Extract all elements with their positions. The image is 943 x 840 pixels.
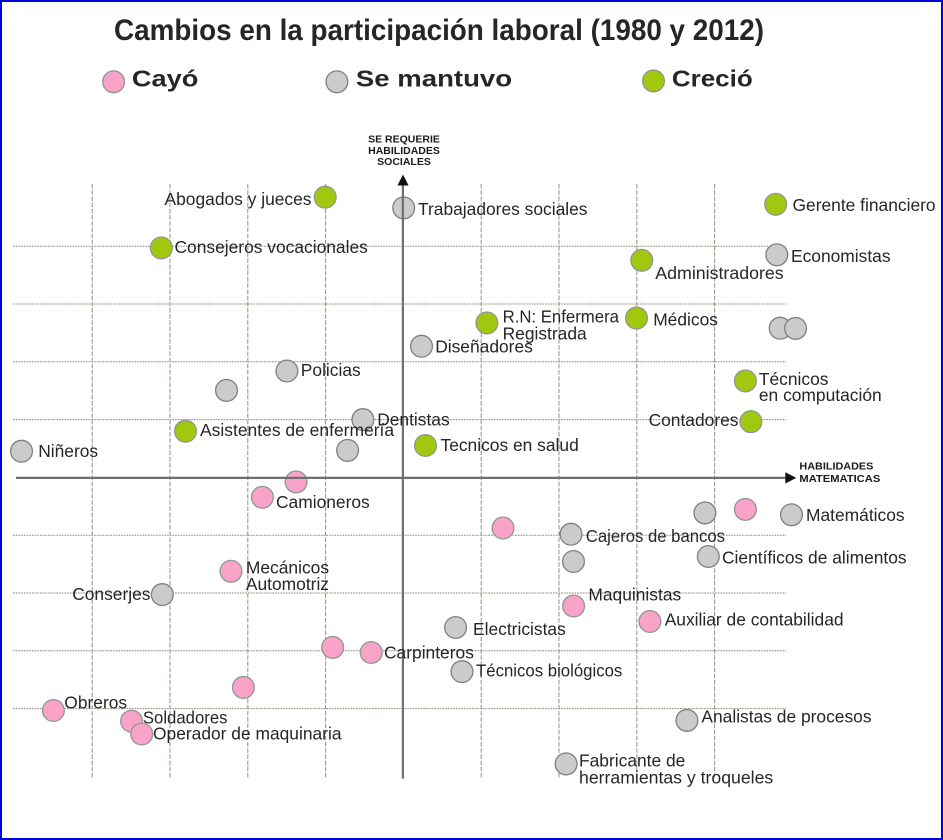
- svg-text:Gerente financiero: Gerente financiero: [793, 195, 936, 215]
- svg-text:R.N: Enfermera: R.N: Enfermera: [503, 307, 620, 327]
- svg-text:Policias: Policias: [301, 360, 361, 380]
- svg-text:Consejeros vocacionales: Consejeros vocacionales: [175, 237, 369, 257]
- svg-text:HABILIDADES: HABILIDADES: [799, 460, 873, 472]
- svg-text:Tecnicos en salud: Tecnicos en salud: [441, 435, 579, 455]
- svg-text:Maquinistas: Maquinistas: [588, 584, 681, 604]
- svg-text:Técnicos biológicos: Técnicos biológicos: [476, 661, 623, 681]
- svg-text:SOCIALES: SOCIALES: [377, 156, 431, 168]
- svg-text:SE REQUERIE: SE REQUERIE: [368, 134, 440, 146]
- svg-text:Se mantuvo: Se mantuvo: [356, 65, 512, 91]
- svg-text:Economistas: Economistas: [791, 246, 891, 266]
- svg-text:Registrada: Registrada: [503, 324, 587, 344]
- svg-text:Cambios en la participación la: Cambios en la participación laboral (198…: [114, 14, 764, 47]
- svg-text:Asistentes de enfermería: Asistentes de enfermería: [200, 420, 394, 440]
- svg-text:Automotriz: Automotriz: [246, 574, 329, 594]
- svg-text:Diseñadores: Diseñadores: [435, 336, 533, 356]
- svg-text:Trabajadores sociales: Trabajadores sociales: [418, 199, 588, 219]
- svg-text:Abogados y jueces: Abogados y jueces: [165, 189, 312, 209]
- svg-text:Médicos: Médicos: [653, 309, 718, 329]
- svg-text:en computación: en computación: [759, 385, 882, 405]
- svg-text:Fabricante de: Fabricante de: [579, 751, 685, 771]
- svg-text:Administradores: Administradores: [655, 263, 784, 283]
- svg-text:Matemáticos: Matemáticos: [806, 505, 905, 525]
- svg-text:herramientas y troqueles: herramientas y troqueles: [579, 767, 774, 787]
- svg-text:Contadores: Contadores: [649, 410, 739, 430]
- svg-text:Analistas de procesos: Analistas de procesos: [701, 706, 871, 726]
- svg-text:Electricistas: Electricistas: [473, 619, 566, 639]
- svg-text:Camioneros: Camioneros: [276, 492, 370, 512]
- svg-text:Auxiliar de contabilidad: Auxiliar de contabilidad: [665, 609, 844, 629]
- svg-text:Conserjes: Conserjes: [72, 584, 151, 604]
- svg-text:Mecánicos: Mecánicos: [246, 558, 329, 578]
- svg-text:MATEMATICAS: MATEMATICAS: [799, 473, 880, 485]
- svg-text:Soldadores: Soldadores: [143, 708, 228, 728]
- svg-text:Cayó: Cayó: [132, 65, 199, 91]
- svg-text:Científicos de alimentos: Científicos de alimentos: [722, 548, 907, 568]
- svg-text:Dentistas: Dentistas: [377, 410, 450, 430]
- svg-text:Operador de maquinaria: Operador de maquinaria: [153, 723, 342, 743]
- svg-text:Técnicos: Técnicos: [759, 369, 829, 389]
- svg-text:Obreros: Obreros: [64, 692, 127, 712]
- svg-text:Niñeros: Niñeros: [38, 441, 98, 461]
- svg-text:Carpinteros: Carpinteros: [384, 642, 474, 662]
- svg-text:Creció: Creció: [672, 65, 753, 91]
- svg-text:Cajeros de bancos: Cajeros de bancos: [586, 526, 725, 546]
- svg-text:HABILIDADES: HABILIDADES: [368, 145, 440, 157]
